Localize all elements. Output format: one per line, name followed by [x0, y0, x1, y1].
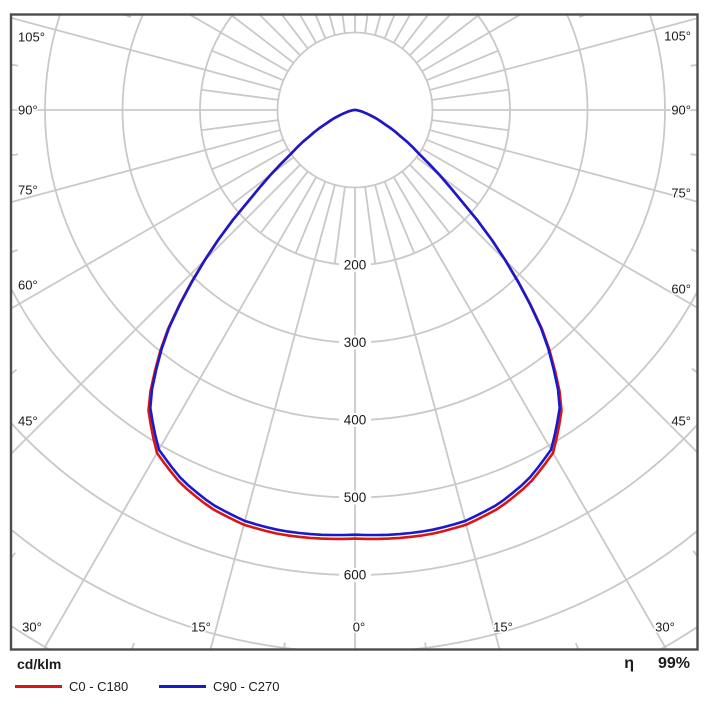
grid-gamma-minor	[401, 170, 451, 234]
grid-gamma-minor	[401, 14, 429, 50]
grid-gamma-major	[421, 14, 521, 73]
grid-gamma-minor	[259, 170, 309, 234]
ring-label-halo	[339, 490, 371, 505]
grid-gamma-major	[409, 14, 452, 56]
curve-c90-c270	[149, 108, 561, 537]
grid-gamma-major	[374, 184, 501, 650]
grid-gamma-minor	[415, 14, 479, 64]
grid-gamma-major	[11, 129, 281, 204]
angle-label-left-60°: 60°	[18, 278, 38, 293]
grid-gamma-minor	[383, 181, 416, 254]
ring-label-200: 200	[344, 258, 367, 273]
grid-gamma-minor	[333, 186, 346, 264]
grid-gamma-minor	[364, 14, 369, 34]
ring-label-600: 600	[344, 568, 367, 583]
legend-item-c0-c180: C0 - C180	[15, 679, 128, 694]
ring-label-400: 400	[344, 413, 367, 428]
angle-label-right-105°: 105°	[664, 29, 691, 44]
grid-gamma-major	[42, 176, 318, 650]
grid-gamma-major	[189, 14, 289, 73]
angle-label-left-75°: 75°	[18, 183, 38, 198]
grid-gamma-minor	[201, 88, 279, 101]
grid-gamma-minor	[231, 14, 295, 64]
grid-gamma-major	[421, 147, 698, 309]
angle-label-right-75°: 75°	[671, 186, 691, 201]
grid-gamma-minor	[341, 14, 346, 34]
ring-label-500: 500	[344, 490, 367, 505]
grid-gamma-minor	[415, 156, 479, 206]
grid-gamma-minor	[231, 156, 295, 206]
grid-gamma-minor	[426, 49, 499, 82]
angle-label-bottom-30°: 30°	[22, 620, 42, 635]
legend-label: C0 - C180	[69, 679, 129, 694]
grid-gamma-major	[409, 164, 698, 454]
grid-gamma-major	[328, 14, 336, 36]
legend-item-c90-c270: C90 - C270	[159, 679, 279, 694]
series-line-swatch-blue	[159, 685, 206, 688]
angle-label-bottom-30°: 30°	[655, 620, 675, 635]
ring-label-halo	[339, 413, 371, 427]
grid-gamma-major	[429, 17, 698, 91]
ring-label-halo	[339, 568, 371, 582]
grid-gamma-major	[11, 164, 301, 455]
grid-gamma-minor	[294, 181, 327, 254]
eta-symbol: η	[624, 655, 634, 672]
grid-gamma-minor	[431, 119, 509, 132]
grid-gamma-major	[429, 129, 698, 203]
grid-gamma-major	[258, 14, 301, 56]
angle-label-left-90°: 90°	[18, 103, 38, 118]
angle-label-right-60°: 60°	[671, 282, 691, 297]
grid-gamma-minor	[314, 14, 327, 39]
grid-gamma-minor	[383, 14, 396, 39]
grid-gamma-minor	[426, 138, 499, 171]
grid-gamma-major	[11, 16, 281, 91]
series-line-swatch-red	[15, 685, 62, 688]
angle-label-right-90°: 90°	[671, 103, 691, 118]
grid-gamma-major	[392, 176, 668, 650]
angle-label-left-105°: 105°	[18, 30, 45, 45]
grid-gamma-major	[11, 147, 289, 310]
ring-label-300: 300	[344, 335, 367, 350]
grid-gamma-major	[392, 14, 411, 44]
light-output-ratio: η 99%	[624, 655, 690, 673]
grid-ring-600	[11, 421, 698, 576]
legend-label: C90 - C270	[213, 679, 280, 694]
ring-label-halo	[339, 335, 371, 350]
angle-label-right-45°: 45°	[671, 414, 691, 429]
angle-label-left-45°: 45°	[18, 414, 38, 429]
grid-gamma-minor	[431, 88, 509, 101]
eta-value: 99%	[657, 655, 690, 672]
angle-label-bottom-0°: 0°	[353, 620, 365, 635]
grid-gamma-minor	[201, 119, 279, 132]
ring-label-halo	[339, 258, 371, 272]
angle-label-bottom-15°: 15°	[191, 620, 211, 635]
plot-frame	[9, 13, 699, 651]
angle-label-bottom-15°: 15°	[493, 620, 513, 635]
units-label: cd/klm	[17, 656, 62, 672]
grid-gamma-minor	[281, 14, 309, 50]
grid-gamma-major	[374, 14, 382, 36]
grid-gamma-minor	[211, 49, 284, 82]
grid-gamma-major	[209, 184, 336, 650]
grid-gamma-minor	[364, 186, 377, 264]
grid-gamma-major	[299, 14, 318, 44]
grid-gamma-minor	[211, 138, 284, 171]
